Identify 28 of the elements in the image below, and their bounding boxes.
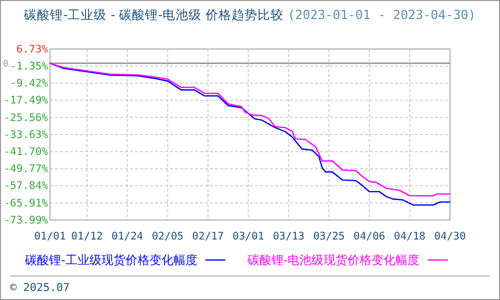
y-tick-label: -65.91% (4, 197, 49, 210)
x-tick-label: 02/17 (192, 230, 224, 242)
chart-subtitle: (2023-01-01 - 2023-04-30) (288, 7, 476, 22)
y-tick-label: -49.77% (4, 163, 49, 176)
x-tick-label: 04/18 (394, 230, 426, 242)
x-tick-label: 01/12 (71, 230, 103, 242)
y-tick-label: -73.99% (4, 214, 49, 226)
text: © 2025.07 (10, 281, 70, 294)
x-tick-label: 02/05 (152, 230, 184, 242)
y-tick-label: -41.70% (4, 146, 49, 158)
x-tick-label: 04/06 (354, 230, 386, 242)
x-tick-label: 03/13 (272, 230, 304, 242)
y-tick-label: -17.49% (4, 94, 49, 107)
x-tick-label: 01/01 (34, 230, 66, 242)
y-tick-label: -25.56% (4, 112, 49, 124)
ref-line-label: 0 (3, 59, 8, 70)
y-tick-label: -9.42% (10, 78, 49, 90)
legend-label: 碳酸锂-电池级现货价格变化幅度 (246, 253, 420, 267)
legend-label: 碳酸锂-工业级现货价格变化幅度 (24, 253, 198, 267)
x-tick-label: 04/30 (434, 230, 466, 242)
y-tick-label: -1.35% (10, 60, 49, 72)
chart-title: 碳酸锂-工业级 - 碳酸锂-电池级 价格趋势比较 (23, 7, 284, 22)
x-tick-label: 01/24 (112, 230, 144, 242)
x-tick-label: 03/01 (232, 230, 264, 242)
y-tick-label: 6.73% (16, 43, 49, 56)
y-tick-label: -57.84% (4, 180, 49, 192)
y-tick-label: -33.63% (4, 128, 49, 141)
x-tick-label: 03/25 (313, 230, 345, 242)
